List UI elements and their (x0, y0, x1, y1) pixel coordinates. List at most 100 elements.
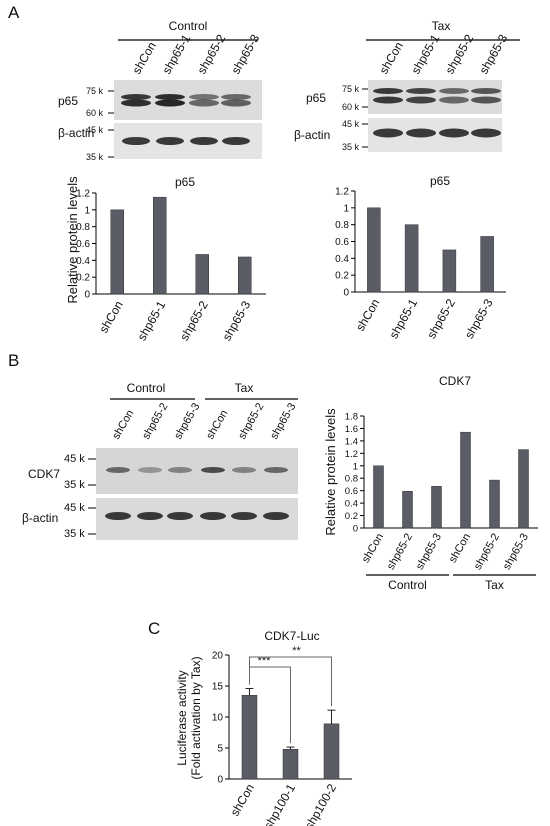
y-tick-label: 1.2 (345, 449, 358, 460)
category-label: shp65-3 (501, 532, 531, 572)
y-tick-label: 0.6 (335, 237, 349, 248)
blot-band (406, 88, 436, 94)
b-marker-35-bottom: 35 k (64, 528, 85, 540)
blot-band (122, 137, 150, 145)
bar (367, 207, 381, 293)
a-p65-label-right: p65 (306, 91, 326, 105)
y-tick-label: 5 (217, 744, 223, 755)
y-tick-label: 20 (212, 651, 224, 662)
chart-a-tax: p65 0 0.2 0.4 0.6 0.8 1 1.2 shCon shp65-1 shp65-2 s… (335, 174, 506, 341)
category-label: shp65-2 (424, 296, 458, 341)
bar (323, 723, 340, 780)
lane-label: shCon (129, 39, 158, 76)
blot-band (222, 137, 250, 145)
category-label: shCon (353, 297, 382, 334)
a-marker-45-left: 45 k (86, 125, 104, 135)
a-actin-label-left: β-actin (58, 126, 94, 140)
blot-band (471, 96, 501, 104)
bar (241, 695, 258, 780)
bar (402, 491, 413, 529)
y-tick-label: 15 (212, 682, 224, 693)
b-tax-header: Tax (235, 381, 254, 395)
category-label: shp65-3 (220, 298, 254, 343)
blot-band (155, 94, 185, 100)
category-label: shp65-3 (462, 296, 496, 341)
lane-label: shp65-2 (140, 401, 170, 441)
lane-label: shp65-3 (476, 32, 510, 77)
bar (238, 256, 252, 295)
panel-letter-c: C (148, 619, 160, 638)
a-marker-60-left: 60 k (86, 108, 104, 118)
b-blot-cdk7 (96, 448, 298, 494)
y-tick-label: 0.6 (76, 239, 90, 250)
blot-band (189, 99, 219, 107)
y-tick-label: 0.2 (76, 273, 90, 284)
a-p65-label-left: p65 (58, 94, 78, 108)
blot-band (471, 88, 501, 94)
b-marker-45-top: 45 k (64, 453, 85, 465)
significance-bracket (249, 656, 332, 707)
y-tick-label: 0.2 (345, 511, 358, 522)
y-axis-label: Relative protein levels (65, 176, 80, 304)
a-marker-60-right: 60 k (342, 102, 360, 112)
bar (431, 486, 442, 529)
y-tick-label: 0 (84, 290, 90, 301)
a-control-header: Control (169, 19, 208, 33)
blot-band (106, 467, 130, 473)
y-tick-label: 1 (343, 203, 349, 214)
lane-label: shp65-1 (159, 32, 193, 77)
y-tick-label: 0.4 (345, 499, 358, 510)
blot-band (231, 512, 257, 520)
blot-band (439, 88, 469, 94)
chart-c-luciferase: CDK7-Luc 0 5 10 15 20 Luciferase activity (Fold… (175, 629, 352, 826)
lane-label: shp65-2 (236, 401, 266, 441)
blot-band (221, 94, 251, 100)
a-marker-35-left: 35 k (86, 152, 104, 162)
blot-band (263, 512, 289, 520)
chart-title: CDK7-Luc (264, 629, 319, 643)
blot-band (200, 512, 226, 520)
blot-band (167, 512, 193, 520)
category-label: shCon (228, 782, 257, 819)
blot-band (168, 467, 192, 473)
blot-band (439, 128, 469, 138)
y-tick-label: 1 (353, 461, 358, 472)
bar (442, 249, 457, 293)
chart-title: p65 (175, 175, 195, 189)
blot-band (155, 99, 185, 107)
y-tick-label: 0.8 (335, 220, 349, 231)
y-axis-label-line: (Fold activation by Tax) (189, 656, 203, 779)
y-tick-label: 0.8 (345, 474, 358, 485)
category-label: shp65-2 (472, 532, 502, 572)
bar (153, 196, 167, 295)
y-tick-label: 0 (343, 288, 349, 299)
a-bands-tax (373, 88, 501, 138)
blot-band (189, 94, 219, 100)
bar (373, 465, 384, 529)
category-label: shCon (360, 532, 386, 566)
lane-label: shp65-2 (442, 32, 476, 77)
category-label: shp100-2 (302, 781, 339, 826)
bar (460, 431, 471, 529)
y-tick-label: 1.8 (345, 412, 358, 423)
significance-label: ** (292, 645, 301, 657)
lane-label: shp65-3 (172, 401, 202, 441)
a-marker-75-right: 75 k (342, 84, 360, 94)
a-lane-labels-tax: shCon shp65-1 shp65-2 shp65-3 (376, 32, 510, 77)
bar (282, 748, 299, 780)
blot-band (406, 96, 436, 104)
b-bands (105, 467, 289, 520)
blot-band (439, 96, 469, 104)
blot-band (471, 128, 501, 138)
y-tick-label: 0.6 (345, 486, 358, 497)
y-tick-label: 1 (84, 205, 90, 216)
a-marker-35-right: 35 k (342, 142, 360, 152)
y-tick-label: 10 (212, 713, 224, 724)
chart-b-cdk7: CDK7 0 0.20.4 0.60.8 11.2 1.41.61.8 Relative p… (323, 374, 538, 592)
y-tick-label: 1.2 (335, 187, 349, 198)
blot-band (105, 512, 131, 520)
category-label: shp65-1 (135, 298, 169, 343)
b-blot-actin (96, 498, 298, 540)
a-marker-45-right: 45 k (342, 119, 360, 129)
